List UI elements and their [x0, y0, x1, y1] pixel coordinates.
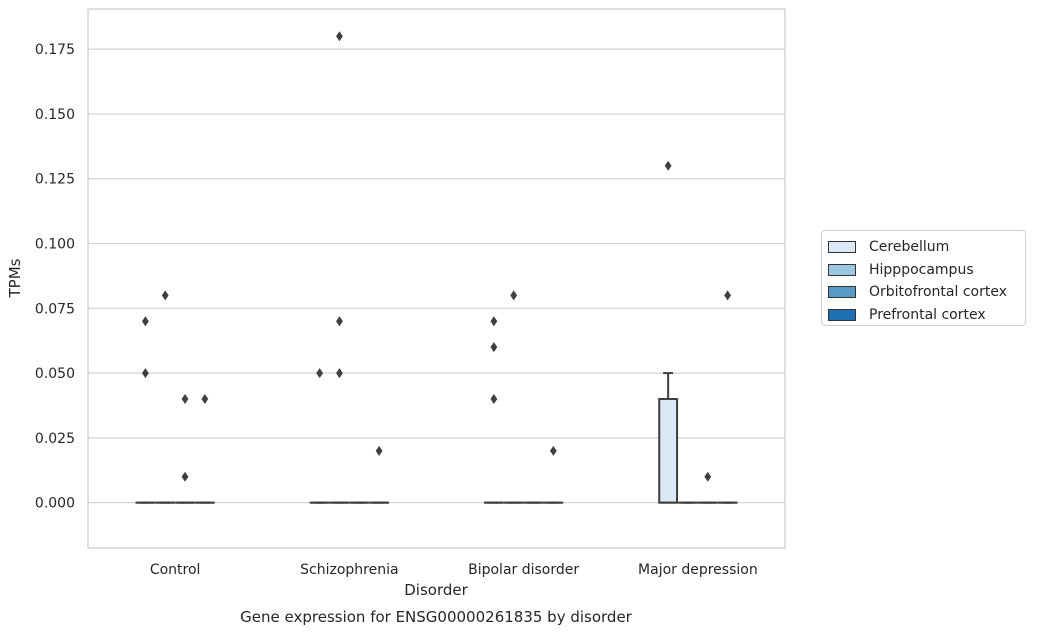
legend-label: Cerebellum: [869, 239, 950, 256]
outlier-point: [375, 445, 383, 456]
y-tick-label: 0.050: [35, 366, 75, 382]
box: [658, 397, 679, 504]
legend-swatch: [828, 308, 856, 321]
outlier-point: [336, 316, 343, 327]
legend-item: Cerebellum: [828, 236, 1025, 259]
outlier-point: [141, 368, 149, 379]
legend: Cerebellum Hipppocampus Orbitofrontal cort…: [821, 230, 1026, 326]
y-tick-labels: 0.000 0.025 0.050 0.075 0.100 0.125 0.150 0.175: [35, 42, 75, 511]
outlier-point: [141, 316, 149, 327]
outlier-point: [336, 368, 343, 379]
legend-item: Prefrontal cortex: [828, 304, 1025, 327]
box-series: [135, 372, 738, 504]
y-tick-label: 0.000: [35, 496, 75, 512]
outlier-point: [316, 368, 324, 379]
outlier-point: [510, 290, 518, 301]
legend-swatch: [828, 241, 856, 254]
y-tick-label: 0.100: [35, 237, 75, 253]
y-tick-label: 0.075: [35, 301, 75, 317]
y-tick-label: 0.150: [35, 107, 75, 123]
outlier-point: [490, 393, 498, 404]
outlier-point: [704, 471, 712, 482]
legend-swatch: [828, 286, 856, 299]
x-axis-label: Disorder: [404, 581, 468, 599]
y-tick-label: 0.125: [35, 172, 75, 188]
outlier-point: [181, 471, 189, 482]
outlier-point: [181, 393, 189, 404]
outlier-point: [664, 160, 672, 171]
legend-label: Hipppocampus: [869, 261, 974, 278]
outlier-point: [490, 316, 498, 327]
x-tick-label: Major depression: [638, 562, 758, 578]
outlier-point: [161, 290, 169, 301]
legend-label: Prefrontal cortex: [869, 306, 986, 323]
legend-item: Hipppocampus: [828, 259, 1025, 282]
y-tick-label: 0.175: [35, 42, 75, 58]
chart-title: Gene expression for ENSG00000261835 by d…: [240, 608, 633, 626]
outlier-point: [201, 393, 209, 404]
legend-item: Orbitofrontal cortex: [828, 281, 1025, 304]
outlier-point: [549, 445, 557, 456]
outlier-points: [141, 31, 732, 482]
y-tick-label: 0.025: [35, 431, 75, 447]
plot-background: [88, 9, 785, 548]
outlier-point: [490, 342, 498, 353]
x-tick-label: Control: [150, 562, 201, 578]
y-axis-label: TPMs: [6, 258, 24, 298]
plot-frame: [87, 8, 786, 549]
x-tick-labels: Control Schizophrenia Bipolar disorder Majo…: [150, 562, 758, 578]
outlier-point: [724, 290, 732, 301]
x-tick-label: Schizophrenia: [300, 562, 398, 578]
x-tick-label: Bipolar disorder: [468, 562, 579, 578]
outlier-point: [336, 31, 343, 42]
legend-swatch: [828, 263, 856, 276]
legend-label: Orbitofrontal cortex: [869, 284, 1007, 301]
